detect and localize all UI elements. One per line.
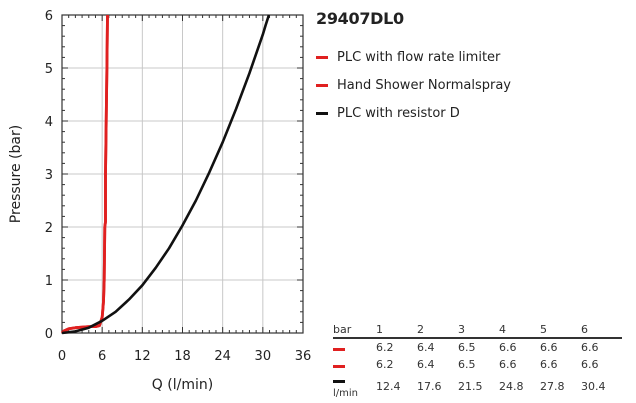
table-cell: 21.5 <box>458 379 483 393</box>
table-col-header: 3 <box>458 322 499 339</box>
table-unit-label: l/min <box>333 388 359 399</box>
y-tick-label: 3 <box>45 168 53 183</box>
table-col-header: 4 <box>499 322 540 339</box>
table-cell: 6.2 <box>376 341 394 354</box>
y-tick-label: 6 <box>45 9 53 24</box>
legend-label: PLC with flow rate limiter <box>337 50 501 65</box>
table-row: 6.2 6.4 6.5 6.6 6.6 6.6 <box>333 356 622 373</box>
table-cell: 6.5 <box>458 341 476 354</box>
legend-label: Hand Shower Normalspray <box>337 78 511 93</box>
series-line-2 <box>60 14 109 334</box>
table-cell: 6.4 <box>417 341 435 354</box>
table-cell: 6.4 <box>417 358 435 371</box>
table-header-row: bar 1 2 3 4 5 6 <box>333 322 622 339</box>
x-tick-label: 6 <box>98 349 106 364</box>
legend-item-hand-shower: Hand Shower Normalspray <box>316 78 511 93</box>
table-cell: 6.6 <box>540 358 558 371</box>
table-cell: 30.4 <box>581 379 606 393</box>
row-swatch-cell <box>333 338 376 356</box>
table-cell: 27.8 <box>540 379 565 393</box>
row-swatch-black <box>333 380 345 383</box>
row-swatch-red <box>333 348 345 351</box>
y-tick-label: 2 <box>45 221 53 236</box>
table-col-header: 5 <box>540 322 581 339</box>
plot-frame <box>61 14 304 334</box>
row-swatch-cell: l/min <box>333 373 376 399</box>
x-tick-label: 36 <box>295 349 312 364</box>
y-axis-label: Pressure (bar) <box>8 125 24 223</box>
legend-item-flow-rate-limiter: PLC with flow rate limiter <box>316 50 500 65</box>
legend-label: PLC with resistor D <box>337 106 460 121</box>
table-row: l/min 12.4 17.6 21.5 24.8 27.8 30.4 <box>333 373 622 399</box>
x-tick-label: 24 <box>214 349 231 364</box>
legend-swatch-black <box>316 112 328 115</box>
table-cell: 6.6 <box>581 358 599 371</box>
table-cell: 6.6 <box>499 358 517 371</box>
table-cell: 12.4 <box>376 379 401 393</box>
x-tick-label: 18 <box>174 349 191 364</box>
row-swatch-cell <box>333 356 376 373</box>
table-cell: 6.5 <box>458 358 476 371</box>
table-cell: 6.6 <box>540 341 558 354</box>
table-cell: 6.6 <box>581 341 599 354</box>
legend-swatch-red <box>316 56 328 59</box>
row-swatch-red <box>333 365 345 368</box>
y-tick-label: 4 <box>45 115 53 130</box>
x-axis-label: Q (l/min) <box>152 377 213 393</box>
x-tick-label: 30 <box>255 349 272 364</box>
y-tick-label: 5 <box>45 62 53 77</box>
table-cell: 6.2 <box>376 358 394 371</box>
y-tick-label: 0 <box>45 327 53 342</box>
table-cell: 6.6 <box>499 341 517 354</box>
chart-title: 29407DL0 <box>316 9 404 28</box>
table-cell: 24.8 <box>499 379 524 393</box>
table-col-header: 1 <box>376 322 417 339</box>
x-tick-label: 0 <box>58 349 66 364</box>
table-row: 6.2 6.4 6.5 6.6 6.6 6.6 <box>333 338 622 356</box>
table-cell: 17.6 <box>417 379 442 393</box>
legend-swatch-red <box>316 84 328 87</box>
y-tick-label: 1 <box>45 274 53 289</box>
legend-item-resistor-d: PLC with resistor D <box>316 106 460 121</box>
table-col-header: 6 <box>581 322 622 339</box>
series-line-3 <box>61 14 271 335</box>
table-header-unit: bar <box>333 322 376 339</box>
table-col-header: 2 <box>417 322 458 339</box>
flow-table: bar 1 2 3 4 5 6 6.2 6.4 6.5 6.6 6.6 6.6 … <box>333 322 622 399</box>
x-tick-label: 12 <box>134 349 151 364</box>
